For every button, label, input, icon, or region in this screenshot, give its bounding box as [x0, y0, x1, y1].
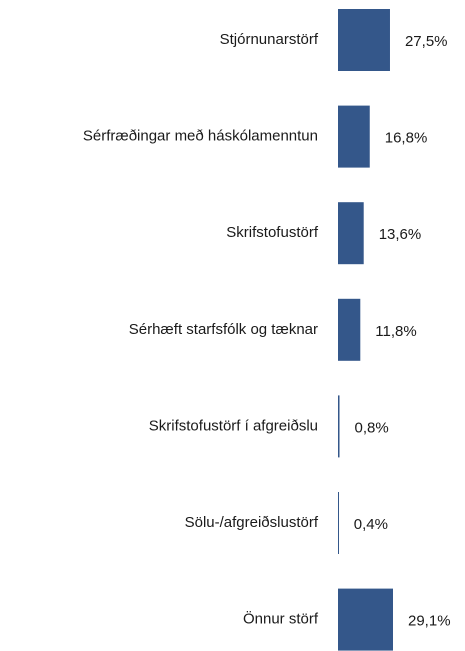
bar	[338, 9, 390, 71]
value-label: 16,8%	[385, 130, 428, 147]
value-label: 0,8%	[355, 419, 389, 436]
value-label: 27,5%	[405, 33, 448, 50]
category-label: Sölu-/afgreiðslustörf	[185, 514, 319, 531]
bar	[338, 395, 340, 458]
category-label: Sérfræðingar með háskólamenntun	[83, 128, 318, 145]
bar	[338, 588, 393, 651]
category-label: Önnur störf	[243, 610, 319, 628]
value-label: 13,6%	[379, 226, 422, 243]
value-label: 29,1%	[408, 613, 451, 630]
bar	[338, 298, 361, 361]
bar	[338, 105, 370, 168]
category-label: Sérhæft starfsfólk og tæknar	[129, 321, 318, 338]
bar	[338, 492, 339, 554]
value-label: 0,4%	[354, 516, 388, 533]
category-label: Skrifstofustörf	[226, 224, 319, 241]
bar	[338, 202, 364, 265]
value-label: 11,8%	[375, 323, 416, 340]
category-label: Skrifstofustörf í afgreiðslu	[149, 417, 318, 434]
category-label: Stjórnunarstörf	[220, 31, 319, 48]
